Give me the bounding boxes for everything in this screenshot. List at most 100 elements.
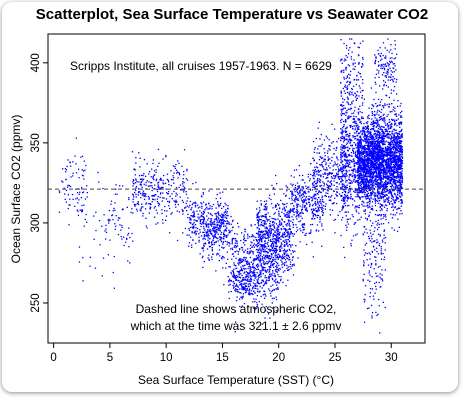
scatter-point <box>378 171 380 173</box>
scatter-point <box>258 220 260 222</box>
scatter-point <box>196 210 198 212</box>
scatter-point <box>251 272 253 274</box>
scatter-point <box>64 198 66 200</box>
scatter-point <box>283 252 285 254</box>
scatter-point <box>228 284 230 286</box>
scatter-point <box>252 266 254 268</box>
scatter-point <box>179 189 182 191</box>
scatter-point <box>276 240 278 242</box>
scatter-point <box>220 216 222 218</box>
scatter-point <box>365 196 367 198</box>
scatter-point <box>251 292 253 295</box>
scatter-point <box>252 251 255 253</box>
scatter-point <box>350 115 352 118</box>
scatter-point <box>258 216 260 218</box>
scatter-point <box>241 247 244 249</box>
scatter-point <box>350 245 352 247</box>
scatter-point <box>344 158 346 161</box>
scatter-point <box>302 225 304 228</box>
scatter-point <box>149 185 151 187</box>
scatter-point <box>349 138 352 140</box>
scatter-point <box>314 187 316 189</box>
scatter-point <box>233 275 235 278</box>
scatter-point <box>313 173 315 175</box>
scatter-point <box>292 193 294 195</box>
scatter-point <box>203 217 205 219</box>
scatter-point <box>238 281 241 283</box>
scatter-point <box>145 217 147 219</box>
scatter-point <box>281 219 283 221</box>
scatter-point <box>275 250 277 252</box>
scatter-point <box>285 261 287 263</box>
scatter-point <box>302 201 304 203</box>
scatter-point <box>178 186 180 189</box>
scatter-point <box>363 167 365 170</box>
scatter-point <box>216 194 218 196</box>
scatter-point <box>286 231 288 234</box>
scatter-point <box>349 166 351 169</box>
scatter-point <box>270 229 272 232</box>
scatter-point <box>335 146 338 149</box>
scatter-point <box>275 296 277 298</box>
scatter-point <box>299 190 301 192</box>
scatter-point <box>257 278 259 280</box>
scatter-point <box>313 172 315 174</box>
scatter-point <box>363 129 365 132</box>
scatter-point <box>216 224 218 226</box>
scatter-point <box>256 217 258 219</box>
scatter-point <box>321 161 323 164</box>
scatter-point <box>231 238 234 240</box>
scatter-point <box>305 232 307 235</box>
scatter-point <box>231 241 233 243</box>
scatter-point <box>279 220 281 223</box>
scatter-point <box>388 158 391 160</box>
scatter-point <box>140 182 142 184</box>
scatter-point <box>381 119 384 121</box>
scatter-point <box>379 136 381 139</box>
scatter-point <box>191 204 193 206</box>
scatter-point <box>274 253 277 255</box>
scatter-point <box>205 235 207 237</box>
scatter-point <box>243 287 246 289</box>
scatter-point <box>387 164 389 167</box>
scatter-point <box>271 297 274 300</box>
scatter-point <box>399 185 401 187</box>
scatter-point <box>347 223 349 225</box>
scatter-point <box>227 205 229 207</box>
scatter-point <box>346 184 348 186</box>
scatter-point <box>218 244 220 247</box>
scatter-point <box>270 245 272 247</box>
scatter-point <box>357 168 359 170</box>
scatter-point <box>249 278 252 280</box>
scatter-point <box>337 173 340 175</box>
scatter-point <box>383 166 385 169</box>
scatter-point <box>283 263 285 265</box>
scatter-point <box>256 304 258 306</box>
scatter-point <box>234 289 236 291</box>
scatter-point <box>328 199 330 201</box>
scatter-point <box>316 182 318 184</box>
scatter-point <box>243 242 245 244</box>
scatter-point <box>347 192 349 194</box>
scatter-point <box>395 132 397 134</box>
scatter-point <box>257 245 260 247</box>
scatter-point <box>235 238 237 240</box>
scatter-point <box>341 149 343 151</box>
scatter-point <box>266 279 268 281</box>
scatter-point <box>364 178 367 181</box>
scatter-point <box>197 216 199 218</box>
scatter-point <box>347 164 349 166</box>
scatter-point <box>151 168 153 170</box>
scatter-point <box>137 194 139 196</box>
scatter-point <box>347 218 349 220</box>
scatter-point <box>279 255 281 257</box>
scatter-point <box>393 106 395 108</box>
scatter-point <box>363 98 365 100</box>
scatter-point <box>270 232 273 234</box>
scatter-point <box>278 204 280 206</box>
scatter-point <box>359 218 361 221</box>
scatter-point <box>392 199 394 201</box>
scatter-point <box>303 199 305 201</box>
scatter-point <box>257 211 259 214</box>
scatter-point <box>153 207 155 209</box>
